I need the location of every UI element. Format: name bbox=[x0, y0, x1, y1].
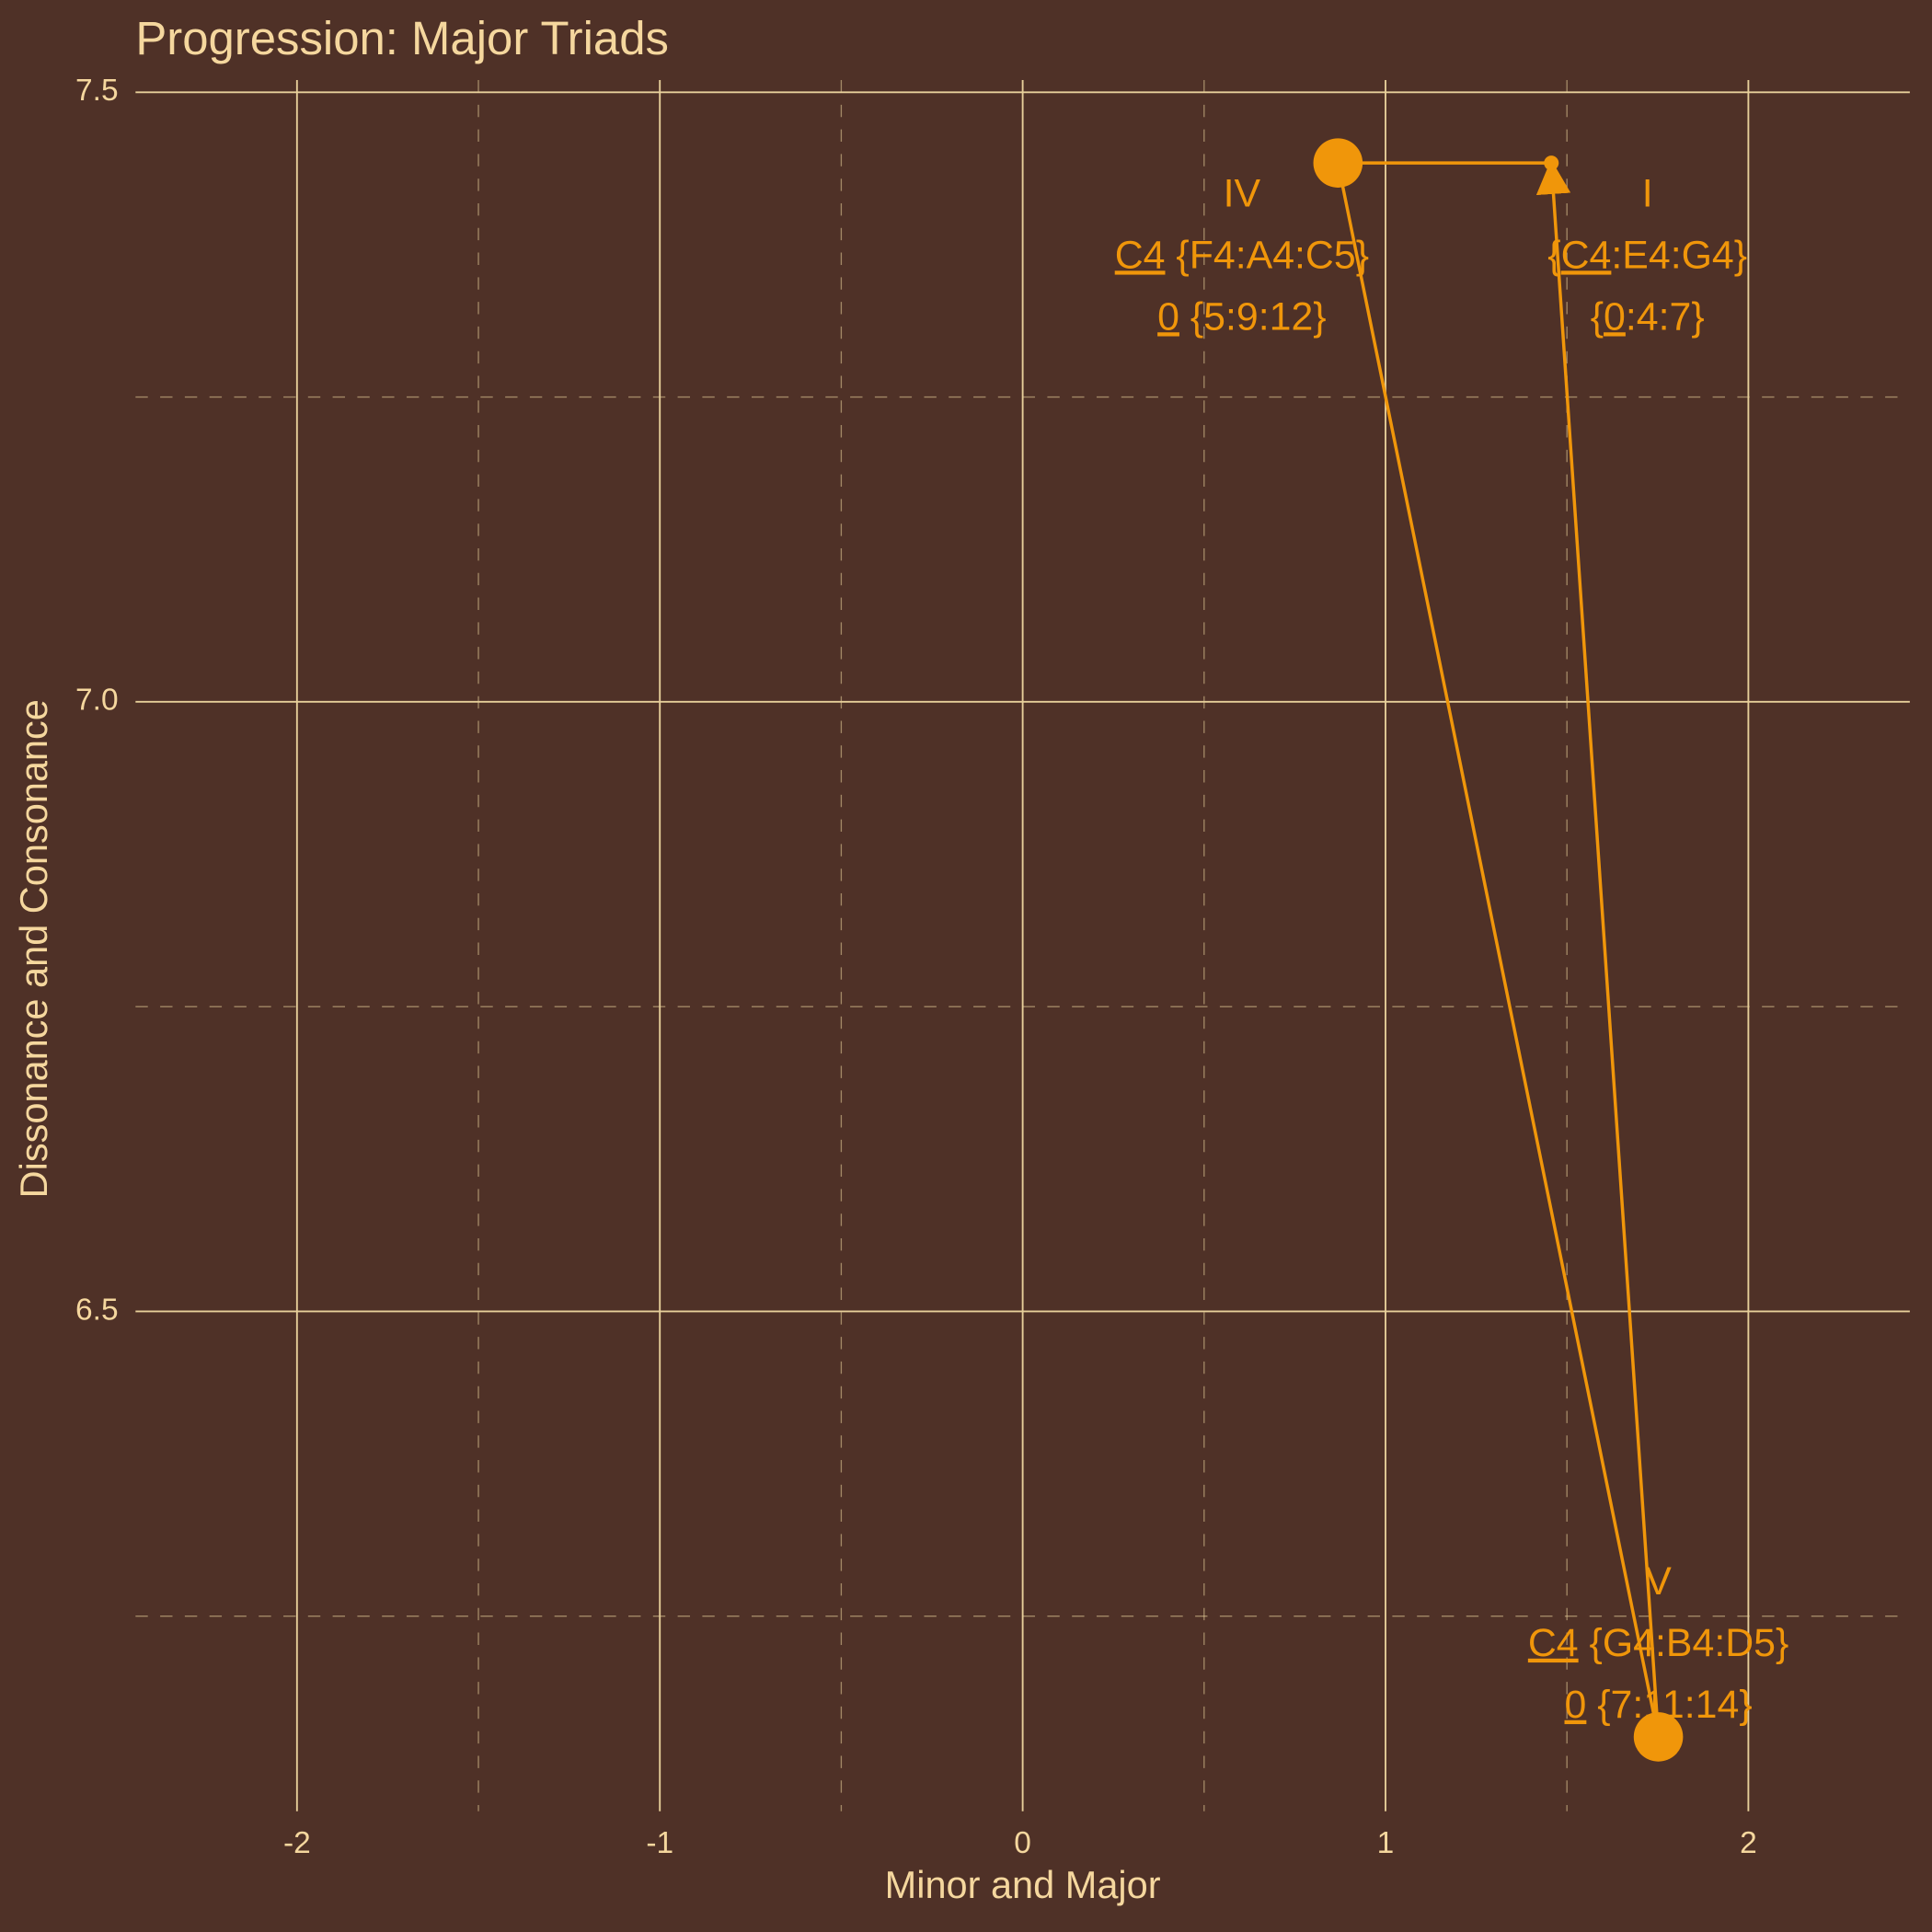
chord-label-segment: C4 bbox=[1528, 1621, 1579, 1665]
chord-label-line: {C4:E4:G4} bbox=[1547, 234, 1747, 278]
chord-label-segment: 0 bbox=[1565, 1683, 1587, 1727]
x-tick-label: -1 bbox=[646, 1826, 673, 1860]
progression-path bbox=[1336, 159, 1661, 1738]
x-tick-label: 1 bbox=[1377, 1826, 1395, 1860]
chart-title: Progression: Major Triads bbox=[135, 12, 669, 64]
chord-label-line: C4 {G4:B4:D5} bbox=[1528, 1621, 1788, 1665]
y-tick-label: 7.0 bbox=[75, 684, 119, 718]
chord-numeral: IV bbox=[1224, 172, 1261, 216]
chord-numeral: V bbox=[1645, 1559, 1672, 1604]
chord-label-segment: :E4:G4} bbox=[1611, 234, 1747, 278]
chord-point bbox=[1544, 155, 1559, 171]
chord-point bbox=[1633, 1712, 1684, 1762]
y-axis-title: Dissonance and Consonance bbox=[12, 699, 55, 1198]
chord-label-segment: {5:9:12} bbox=[1179, 295, 1327, 339]
chord-label-line: {0:4:7} bbox=[1591, 295, 1705, 339]
chord-label-segment: C4 bbox=[1115, 234, 1166, 278]
y-tick-label: 6.5 bbox=[75, 1293, 119, 1327]
x-axis-title: Minor and Major bbox=[885, 1863, 1161, 1906]
chord-numeral: I bbox=[1642, 172, 1653, 216]
y-tick-label: 7.5 bbox=[75, 74, 119, 108]
x-tick-label: 2 bbox=[1740, 1826, 1757, 1860]
chord-label-line: 0 {7:11:14} bbox=[1565, 1683, 1753, 1727]
chord-label-segment: 0 bbox=[1604, 295, 1626, 339]
x-tick-label: 0 bbox=[1014, 1826, 1031, 1860]
chord-label-segment: { bbox=[1547, 234, 1560, 278]
chord-point bbox=[1313, 138, 1363, 188]
chord-label-segment: {G4:B4:D5} bbox=[1579, 1621, 1789, 1665]
chord-label-segment: {F4:A4:C5} bbox=[1166, 234, 1370, 278]
chord-label-line: 0 {5:9:12} bbox=[1157, 295, 1326, 339]
chord-label-segment: C4 bbox=[1561, 234, 1612, 278]
chord-label-segment: { bbox=[1591, 295, 1604, 339]
chord-label-segment: :4:7} bbox=[1626, 295, 1705, 339]
chord-label-segment: {7:11:14} bbox=[1586, 1683, 1752, 1727]
chord-label-segment: 0 bbox=[1157, 295, 1179, 339]
chord-label-line: C4 {F4:A4:C5} bbox=[1115, 234, 1369, 278]
x-tick-label: -2 bbox=[283, 1826, 311, 1860]
